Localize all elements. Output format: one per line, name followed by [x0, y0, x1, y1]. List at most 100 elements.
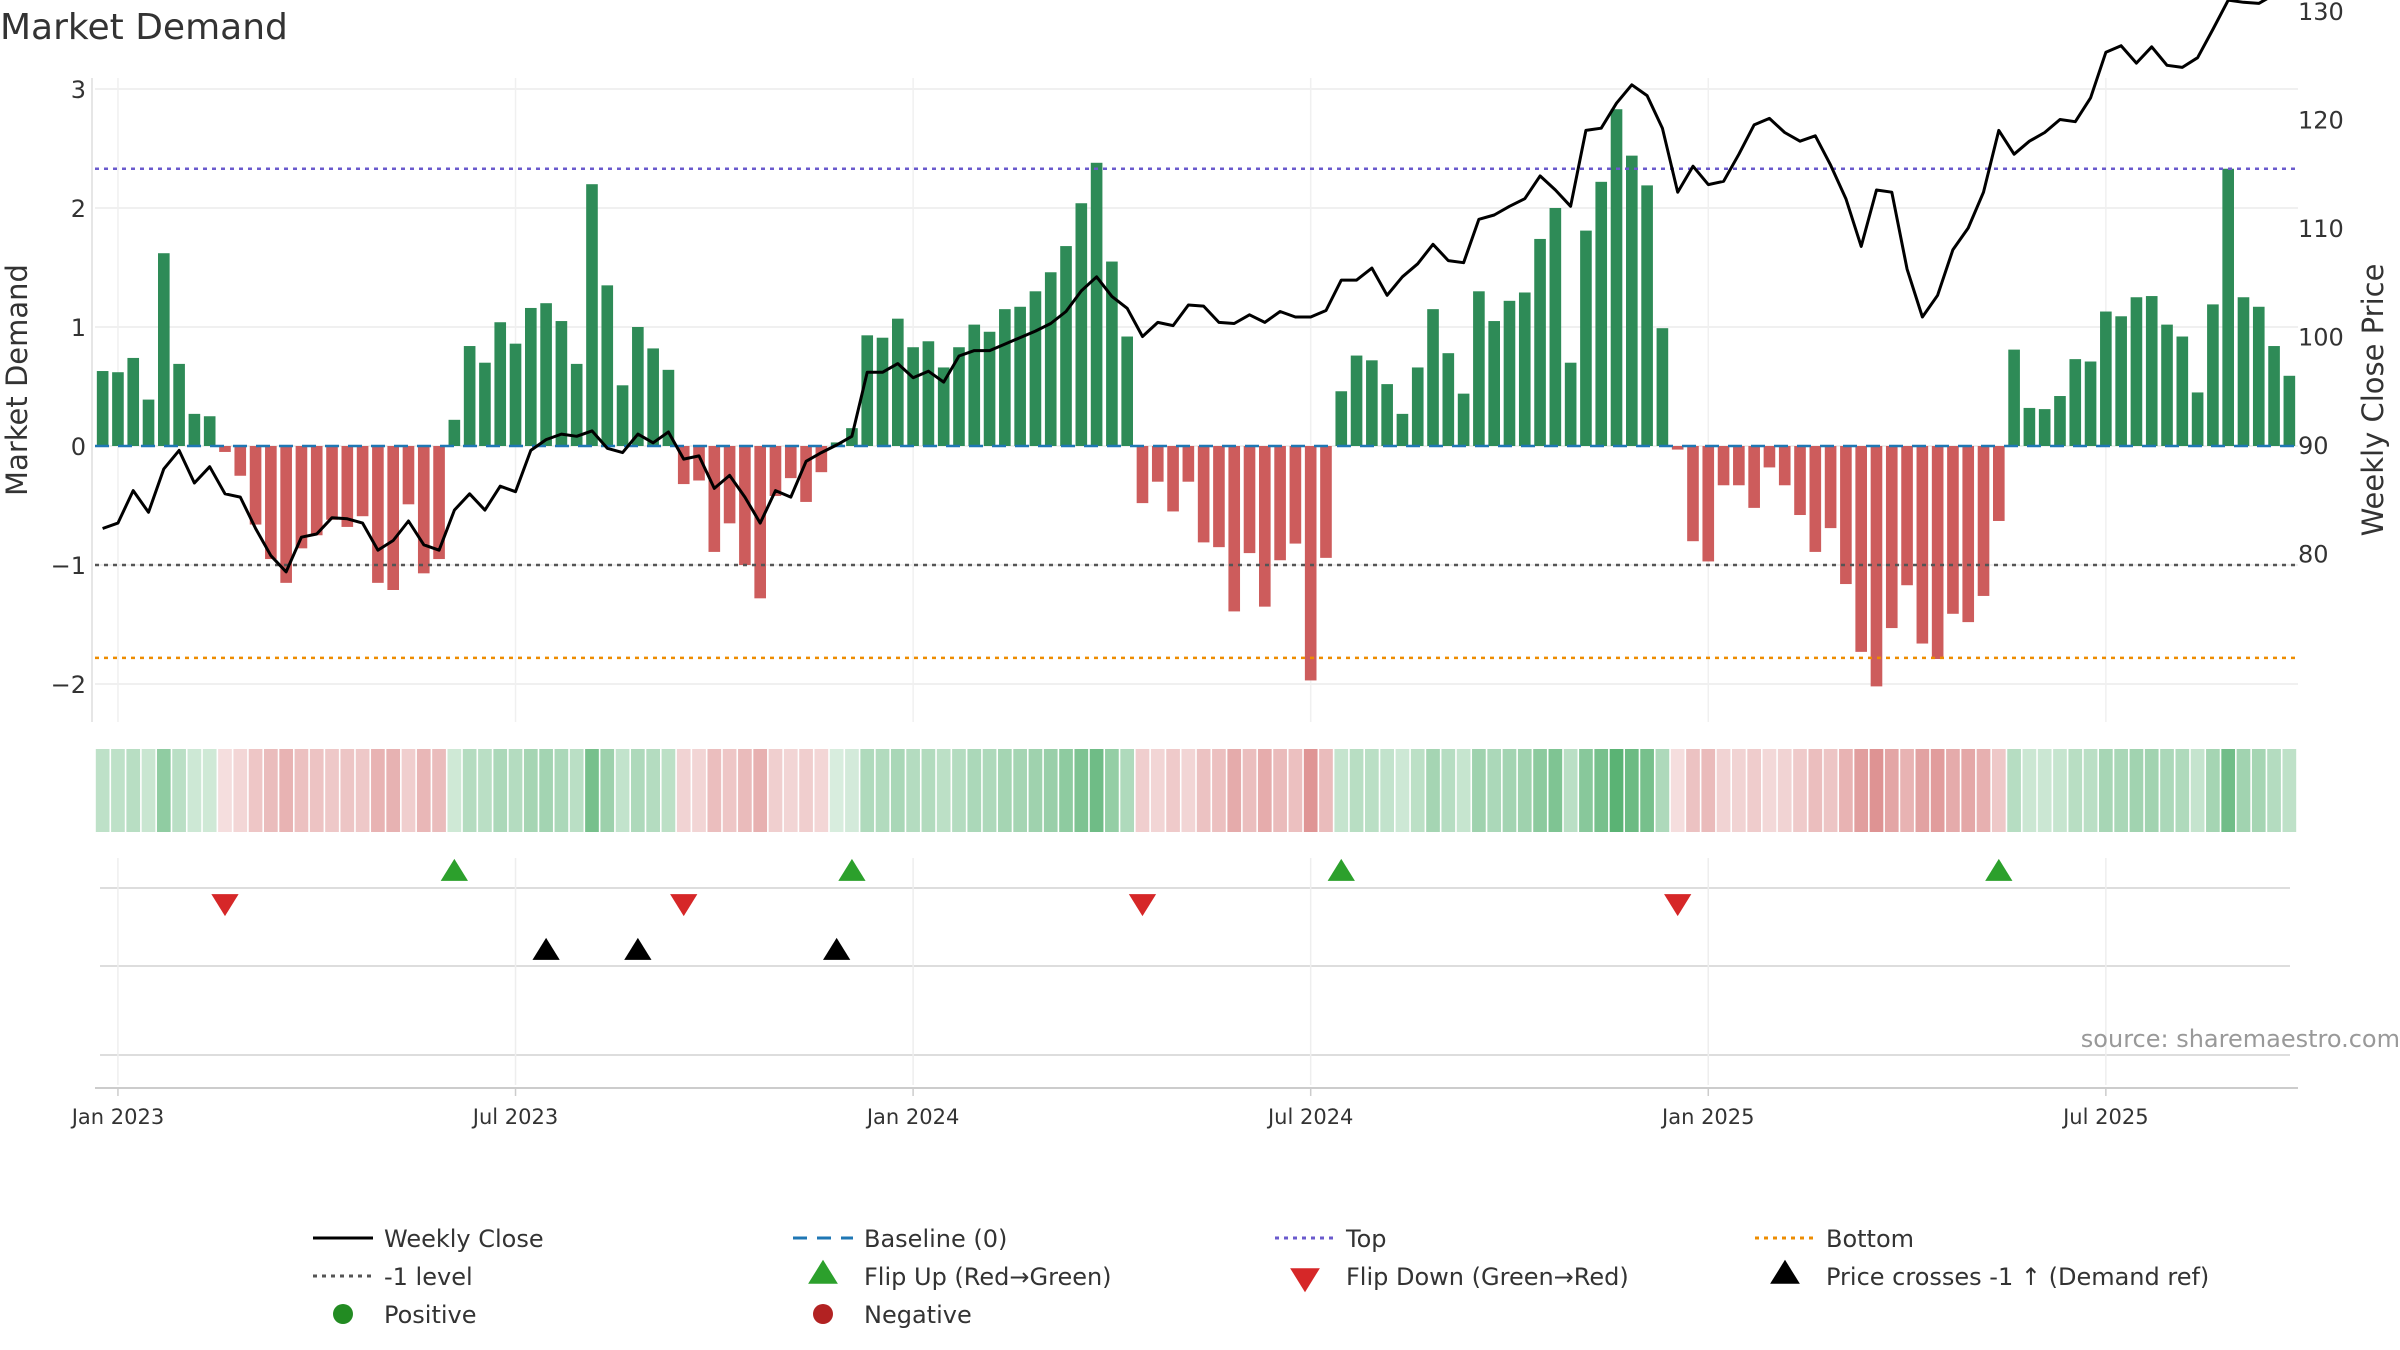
heat-cell	[1074, 749, 1089, 832]
demand-bar	[540, 303, 552, 446]
demand-bar	[234, 446, 247, 476]
demand-bar	[1763, 446, 1776, 468]
demand-bar	[1213, 446, 1225, 548]
heat-cell	[1043, 749, 1058, 832]
demand-bar	[1962, 446, 1975, 623]
flip-down-marker	[670, 894, 698, 917]
heat-cell	[936, 749, 951, 832]
demand-bar	[1121, 336, 1133, 446]
heat-cell	[1946, 749, 1960, 832]
demand-bar	[448, 419, 461, 446]
demand-bar	[1748, 446, 1760, 508]
heat-cell	[738, 749, 752, 832]
heat-cell	[1059, 749, 1073, 832]
heat-cell	[1762, 749, 1777, 832]
demand-bar	[2191, 392, 2204, 446]
heat-cell	[539, 749, 553, 832]
heat-cell	[279, 749, 293, 832]
heat-cell	[1319, 749, 1333, 832]
flip-up-marker	[838, 858, 866, 881]
demand-bar	[280, 446, 292, 583]
demand-bar	[1656, 328, 1669, 446]
demand-bar	[892, 318, 904, 446]
heat-cell	[2190, 749, 2205, 832]
heat-cell	[2099, 749, 2113, 832]
x-tick-label: Jul 2023	[471, 1105, 558, 1129]
heat-cell	[416, 749, 431, 832]
heat-cell	[1380, 749, 1394, 832]
demand-bar	[1931, 446, 1944, 660]
heat-cell	[462, 749, 477, 832]
heat-cell	[1930, 749, 1945, 832]
demand-bar	[112, 372, 124, 446]
heat-cell	[554, 749, 569, 832]
legend-swatch	[808, 1259, 838, 1284]
heat-cell	[1808, 749, 1823, 832]
demand-bar	[907, 347, 919, 446]
demand-bar	[2237, 297, 2250, 446]
heat-cell	[768, 749, 783, 832]
price-cross-marker	[532, 937, 560, 960]
heat-cell	[1426, 749, 1440, 832]
demand-bar	[2207, 304, 2219, 446]
heat-cell	[111, 749, 125, 832]
heat-cell	[1472, 749, 1486, 832]
heat-cell	[1839, 749, 1853, 832]
heat-cell	[631, 749, 645, 832]
heat-cell	[1915, 749, 1930, 832]
demand-bar	[555, 321, 568, 446]
heat-cell	[1089, 749, 1104, 832]
demand-bar	[188, 413, 201, 446]
demand-bar	[1274, 446, 1286, 561]
demand-bar	[1197, 446, 1210, 543]
heat-cell	[1624, 749, 1639, 832]
heat-cell	[845, 749, 859, 832]
demand-bar	[1503, 300, 1516, 446]
demand-bar	[219, 446, 231, 452]
legend-item: Positive	[333, 1301, 477, 1329]
demand-bar	[632, 327, 644, 446]
demand-bar	[2145, 296, 2158, 446]
heat-cell	[646, 749, 660, 832]
demand-bar	[1993, 446, 2005, 521]
heat-cell	[508, 749, 523, 832]
demand-bar	[2252, 306, 2265, 446]
demand-bar	[2100, 311, 2112, 446]
demand-bar	[1947, 446, 1959, 614]
demand-bar	[1702, 446, 1715, 562]
demand-bar	[1411, 367, 1424, 446]
heat-cell	[1120, 749, 1135, 832]
y2-axis-ticks: 130 120 110 100 90 80	[2298, 0, 2344, 569]
demand-bar	[295, 446, 308, 549]
y-tick-label: 0	[71, 433, 86, 461]
heat-cell	[371, 749, 385, 832]
demand-bar	[2283, 375, 2296, 446]
heat-cell	[1410, 749, 1425, 832]
legend-swatch	[1290, 1268, 1320, 1293]
heat-cell	[692, 749, 706, 832]
heat-cell	[2267, 749, 2281, 832]
heat-cell	[1686, 749, 1700, 832]
heat-cell	[2282, 749, 2297, 832]
heat-cell	[1150, 749, 1165, 832]
heat-cell	[2114, 749, 2128, 832]
legend-item: Negative	[813, 1301, 972, 1329]
heat-cell	[386, 749, 401, 832]
heat-cell	[141, 749, 156, 832]
heat-cell	[218, 749, 232, 832]
demand-bar	[2084, 361, 2097, 446]
legend-label: Weekly Close	[384, 1225, 544, 1253]
price-cross-marker	[823, 937, 851, 960]
legend-item: Top	[1275, 1225, 1387, 1253]
heat-cell	[1349, 749, 1364, 832]
demand-bar	[433, 446, 445, 560]
heat-cell	[2206, 749, 2220, 832]
flip-up-marker	[440, 858, 468, 881]
y2-tick-label: 130	[2298, 0, 2344, 26]
heat-cell	[1793, 749, 1807, 832]
heat-cell	[615, 749, 630, 832]
demand-bar	[1870, 446, 1883, 687]
flip-down-marker	[1664, 894, 1692, 917]
heat-cell	[783, 749, 798, 832]
y2-tick-label: 120	[2298, 107, 2344, 135]
